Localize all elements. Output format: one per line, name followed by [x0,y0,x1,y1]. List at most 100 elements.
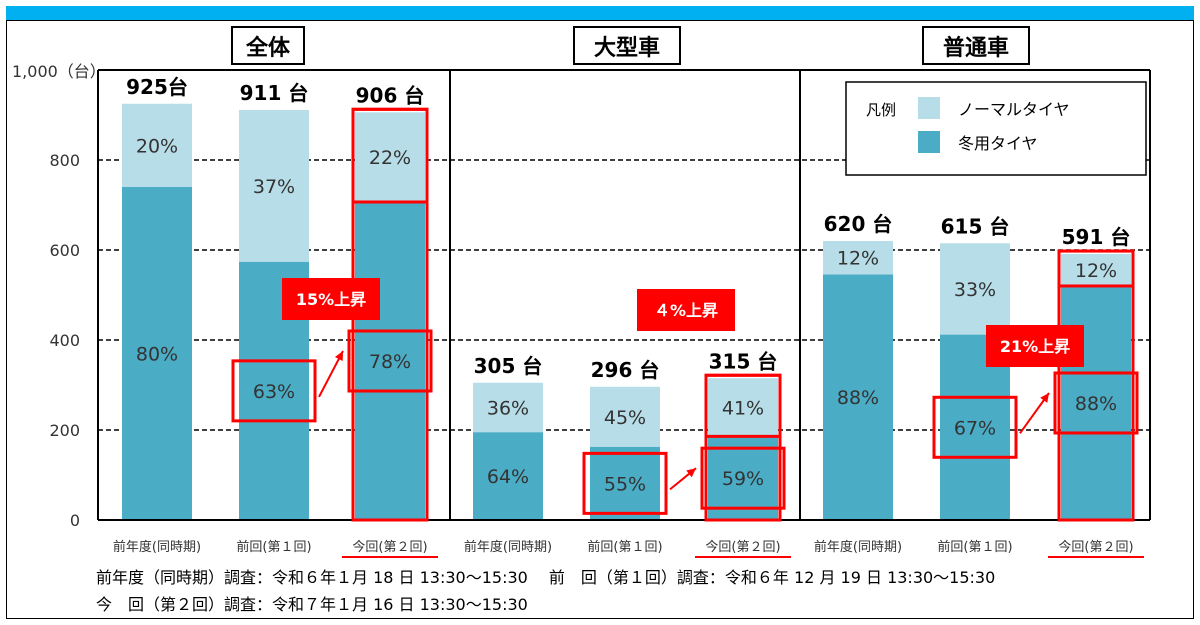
total-label: 911 台 [240,81,309,105]
bar-normal [1061,254,1131,286]
bar-normal [239,110,309,262]
bar-normal [355,112,425,202]
panel-title-box [231,26,305,65]
bar-normal [940,243,1010,335]
panel-titles: 全体 大型車 普通車 [231,26,1030,65]
y-ticks: 0 200 400 600 800 [49,151,80,530]
legend-label-winter: 冬用タイヤ [958,134,1038,153]
legend-box [845,81,1147,176]
legend-label-normal: ノーマルタイヤ [958,100,1070,119]
highlight-prev-box [231,359,317,423]
winter-pct-label: 59% [722,468,764,490]
x-category-label: 今回(第２回) [705,539,780,555]
normal-pct-label: 20% [136,135,178,157]
highlight-current-box [700,446,786,510]
bar-winter [823,274,893,520]
total-label: 305 台 [474,354,543,378]
bar-normal [708,378,778,437]
legend: 凡例 ノーマルタイヤ 冬用タイヤ [845,81,1147,176]
x-category-label: 前年度(同時期) [814,539,902,555]
outer-frame [6,20,1194,619]
callouts: 15%上昇 ４%上昇 21%上昇 [282,278,1084,367]
normal-pct-label: 12% [837,248,879,270]
y-tick-label: 400 [49,331,80,350]
bar-normal [823,241,893,275]
highlight-current-normal [704,373,782,438]
panel-title: 全体 [245,35,291,61]
x-category-labels: 前年度(同時期) 前回(第１回) 今回(第２回) 前年度(同時期) 前回(第１回) 今回(… [113,539,1144,558]
highlight-current-box [347,329,433,393]
legend-swatch-normal [918,97,940,119]
bar-winter [590,446,660,520]
winter-pct-label: 67% [954,417,996,439]
legend-swatch-winter [918,131,940,153]
highlight-current-box [1053,371,1139,435]
winter-pct-label: 88% [837,387,879,409]
bar-winter [355,201,425,520]
winter-pct-label: 88% [1075,393,1117,415]
x-category-label: 前回(第１回) [587,539,662,555]
callout-text: 21%上昇 [1000,337,1070,356]
normal-pct-label: 33% [954,279,996,301]
winter-pct-label: 64% [487,466,529,488]
bar-winter [1061,285,1131,520]
y-unit-label: 1,000（台） [12,62,106,81]
total-label: 925台 [126,75,188,99]
x-category-label: 前回(第１回) [937,539,1012,555]
y-tick-label: 800 [49,151,80,170]
panel-title-box [573,26,681,65]
y-tick-label: 0 [70,511,80,530]
legend-title: 凡例 [866,101,896,119]
bar-winter [473,432,543,520]
highlight-boxes [231,107,1139,522]
panel-title: 普通車 [943,35,1009,61]
bar-normal [122,103,192,187]
total-label: 615 台 [941,214,1010,238]
x-category-label: 前回(第１回) [236,539,311,555]
y-tick-label: 200 [49,421,80,440]
x-category-label: 前年度(同時期) [464,539,552,555]
header-band [6,6,1194,20]
bar-winter [122,187,192,520]
normal-pct-label: 36% [487,397,529,419]
y-tick-label: 600 [49,241,80,260]
winter-pct-label: 80% [136,344,178,366]
x-category-label: 前年度(同時期) [113,539,201,555]
total-label: 591 台 [1062,225,1131,249]
bar-labels: 80% 20% 925台 63% 37% 911 台 78% 22% 906 台 64% 36% 30… [126,75,1130,496]
callout-box [282,278,380,320]
winter-pct-label: 78% [369,351,411,373]
bar-winter [708,436,778,520]
bars [122,103,1131,520]
highlight-prev-box [582,451,668,515]
normal-pct-label: 37% [253,176,295,198]
callout-text: 15%上昇 [296,290,366,309]
bar-normal [473,382,543,433]
normal-pct-label: 45% [604,407,646,429]
highlight-prev-box [932,395,1018,459]
total-label: 296 台 [591,358,660,382]
callout-box [986,325,1084,367]
x-category-label: 今回(第２回) [1058,539,1133,555]
winter-pct-label: 55% [604,473,646,495]
panel-title-box [922,26,1030,65]
callout-text: ４%上昇 [654,301,718,320]
normal-pct-label: 41% [722,397,764,419]
normal-pct-label: 12% [1075,260,1117,282]
bar-normal [590,386,660,447]
footnote-2: 今 回（第２回）調査：令和７年１月 16 日 13:30～15:30 [96,595,528,614]
footnote-1: 前年度（同時期）調査：令和６年１月 18 日 13:30～15:30 前 回（第… [96,568,995,587]
winter-pct-label: 63% [253,381,295,403]
panel-frames [97,69,1151,521]
total-label: 906 台 [356,83,425,107]
panel-title: 大型車 [594,36,660,61]
arrow-head [686,468,696,478]
normal-pct-label: 22% [369,147,411,169]
arrow-head [334,350,343,361]
highlight-current-normal [351,107,429,204]
arrow-head [1040,392,1049,403]
x-category-label: 今回(第２回) [352,539,427,555]
total-label: 315 台 [709,349,778,373]
